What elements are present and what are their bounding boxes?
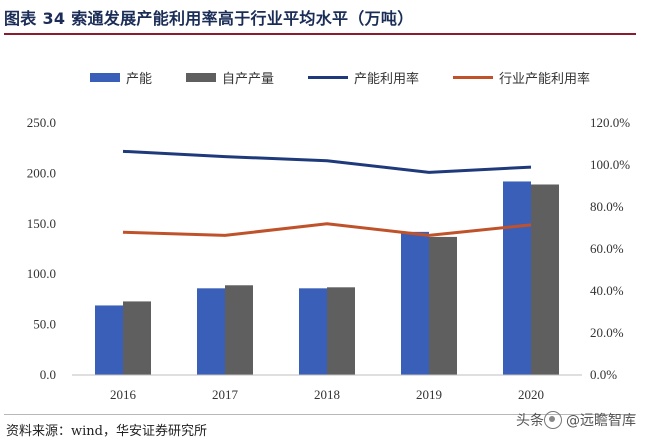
legend-item-output: 自产产量 bbox=[186, 68, 274, 87]
legend-item-capacity: 产能 bbox=[90, 68, 152, 87]
x-tick-label: 2016 bbox=[110, 387, 137, 402]
watermark-text: @远瞻智库 bbox=[566, 413, 636, 429]
watermark-prefix: 头条 bbox=[516, 413, 544, 429]
legend-item-utilization: 产能利用率 bbox=[308, 68, 419, 87]
legend-label-output: 自产产量 bbox=[222, 71, 275, 87]
y-right-tick-label: 100.0% bbox=[590, 157, 630, 172]
legend-swatch-capacity bbox=[90, 72, 120, 82]
legend-item-industry-utilization: 行业产能利用率 bbox=[453, 68, 590, 87]
bar-output-2017 bbox=[225, 285, 253, 375]
figure-title: 图表 34 索通发展产能利用率高于行业平均水平（万吨） bbox=[4, 9, 414, 28]
legend-label-industry-utilization: 行业产能利用率 bbox=[499, 71, 591, 87]
y-left-tick-label: 50.0 bbox=[33, 317, 56, 332]
y-right-tick-label: 20.0% bbox=[590, 325, 624, 340]
legend-swatch-industry-utilization bbox=[453, 75, 494, 79]
x-tick-label: 2019 bbox=[416, 387, 442, 402]
y-right-tick-label: 60.0% bbox=[590, 241, 624, 256]
bar-capacity-2019 bbox=[401, 231, 429, 375]
bar-output-2020 bbox=[531, 184, 559, 375]
bar-capacity-2020 bbox=[503, 181, 531, 375]
y-right-tick-label: 0.0% bbox=[590, 367, 617, 382]
chart-legend: 产能 自产产量 产能利用率 行业产能利用率 bbox=[90, 66, 624, 88]
line-industry-utilization bbox=[122, 222, 532, 237]
source-divider bbox=[4, 414, 636, 415]
bar-capacity-2018 bbox=[299, 288, 327, 375]
line-utilization bbox=[122, 149, 532, 174]
y-left-tick-label: 250.0 bbox=[27, 115, 56, 130]
x-tick-label: 2018 bbox=[314, 387, 340, 402]
bar-output-2019 bbox=[429, 236, 457, 375]
bar-output-2016 bbox=[123, 301, 151, 375]
y-left-tick-label: 200.0 bbox=[27, 165, 56, 180]
legend-label-capacity: 产能 bbox=[126, 71, 153, 87]
bar-capacity-2016 bbox=[95, 305, 123, 375]
y-left-tick-label: 100.0 bbox=[27, 266, 56, 281]
x-tick-label: 2020 bbox=[518, 387, 544, 402]
watermark: 头条 @远瞻智库 bbox=[516, 410, 636, 430]
legend-swatch-utilization bbox=[308, 75, 349, 79]
y-right-tick-label: 120.0% bbox=[590, 115, 630, 130]
bar-output-2018 bbox=[327, 287, 355, 375]
watermark-logo-icon bbox=[544, 411, 562, 429]
x-tick-label: 2017 bbox=[212, 387, 239, 402]
y-right-tick-label: 40.0% bbox=[590, 283, 624, 298]
legend-label-utilization: 产能利用率 bbox=[354, 71, 420, 87]
y-left-tick-label: 150.0 bbox=[27, 216, 56, 231]
title-divider bbox=[4, 33, 636, 35]
y-right-tick-label: 80.0% bbox=[590, 199, 624, 214]
y-left-tick-label: 0.0 bbox=[40, 367, 56, 382]
bar-capacity-2017 bbox=[197, 288, 225, 375]
source-note: 资料来源：wind，华安证券研究所 bbox=[6, 424, 207, 439]
legend-swatch-output bbox=[186, 72, 217, 82]
